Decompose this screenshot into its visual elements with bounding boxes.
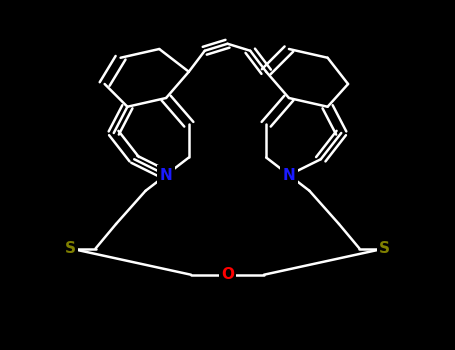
Text: S: S — [65, 241, 76, 256]
Text: N: N — [160, 168, 172, 182]
Text: S: S — [379, 241, 390, 256]
Text: N: N — [283, 168, 295, 182]
Text: O: O — [221, 267, 234, 282]
